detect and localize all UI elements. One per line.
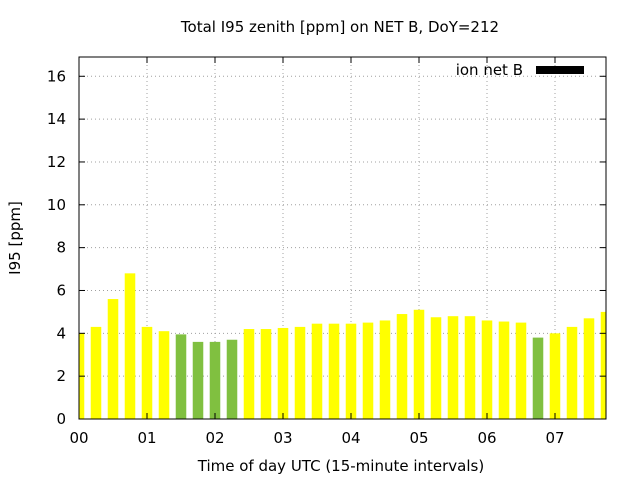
bar (498, 321, 510, 419)
x-tick-label: 07 (545, 429, 564, 447)
bar (583, 318, 595, 419)
bar (430, 317, 442, 419)
bar (532, 337, 544, 419)
legend-swatch (536, 66, 584, 74)
y-tick-label: 0 (56, 410, 66, 428)
x-tick-label: 04 (341, 429, 360, 447)
bar (260, 329, 272, 419)
bar (175, 334, 187, 419)
bar (107, 299, 119, 419)
bar (294, 326, 306, 419)
bar (379, 320, 391, 419)
bar (362, 322, 374, 419)
bar (311, 323, 323, 419)
bar-series (79, 273, 606, 419)
bar (396, 314, 408, 419)
x-tick-label: 01 (137, 429, 156, 447)
bar (515, 322, 527, 419)
y-tick-label: 14 (47, 110, 66, 128)
bar (549, 333, 561, 419)
bar (464, 316, 476, 419)
x-axis-label: Time of day UTC (15-minute intervals) (197, 457, 484, 475)
y-axis-label: I95 [ppm] (6, 201, 24, 275)
y-tick-label: 10 (47, 196, 66, 214)
chart-title: Total I95 zenith [ppm] on NET B, DoY=212 (180, 18, 499, 36)
bar (209, 341, 221, 419)
bar (277, 327, 289, 419)
y-tick-label: 4 (56, 324, 66, 342)
y-tick-label: 16 (47, 67, 66, 85)
bar (90, 326, 102, 419)
bar (158, 331, 170, 419)
legend-label: ion net B (456, 61, 523, 79)
grid-lines (79, 57, 606, 419)
bar (345, 323, 357, 419)
bar (328, 323, 340, 419)
y-tick-label: 8 (56, 239, 66, 257)
bar (124, 273, 136, 419)
bar (600, 311, 606, 419)
bar (413, 309, 425, 419)
bar (447, 316, 459, 419)
y-tick-label: 12 (47, 153, 66, 171)
bar (192, 341, 204, 419)
bar (243, 329, 255, 419)
legend: ion net B (456, 61, 584, 79)
plot-frame (78, 56, 607, 420)
x-tick-label: 06 (477, 429, 496, 447)
x-tick-label: 02 (205, 429, 224, 447)
bar (226, 339, 238, 419)
x-tick-label: 05 (409, 429, 428, 447)
bar (141, 326, 153, 419)
y-tick-label: 6 (56, 281, 66, 299)
bar (481, 320, 493, 419)
y-tick-label: 2 (56, 367, 66, 385)
x-tick-label: 03 (273, 429, 292, 447)
x-tick-label: 00 (69, 429, 88, 447)
bar (566, 326, 578, 419)
